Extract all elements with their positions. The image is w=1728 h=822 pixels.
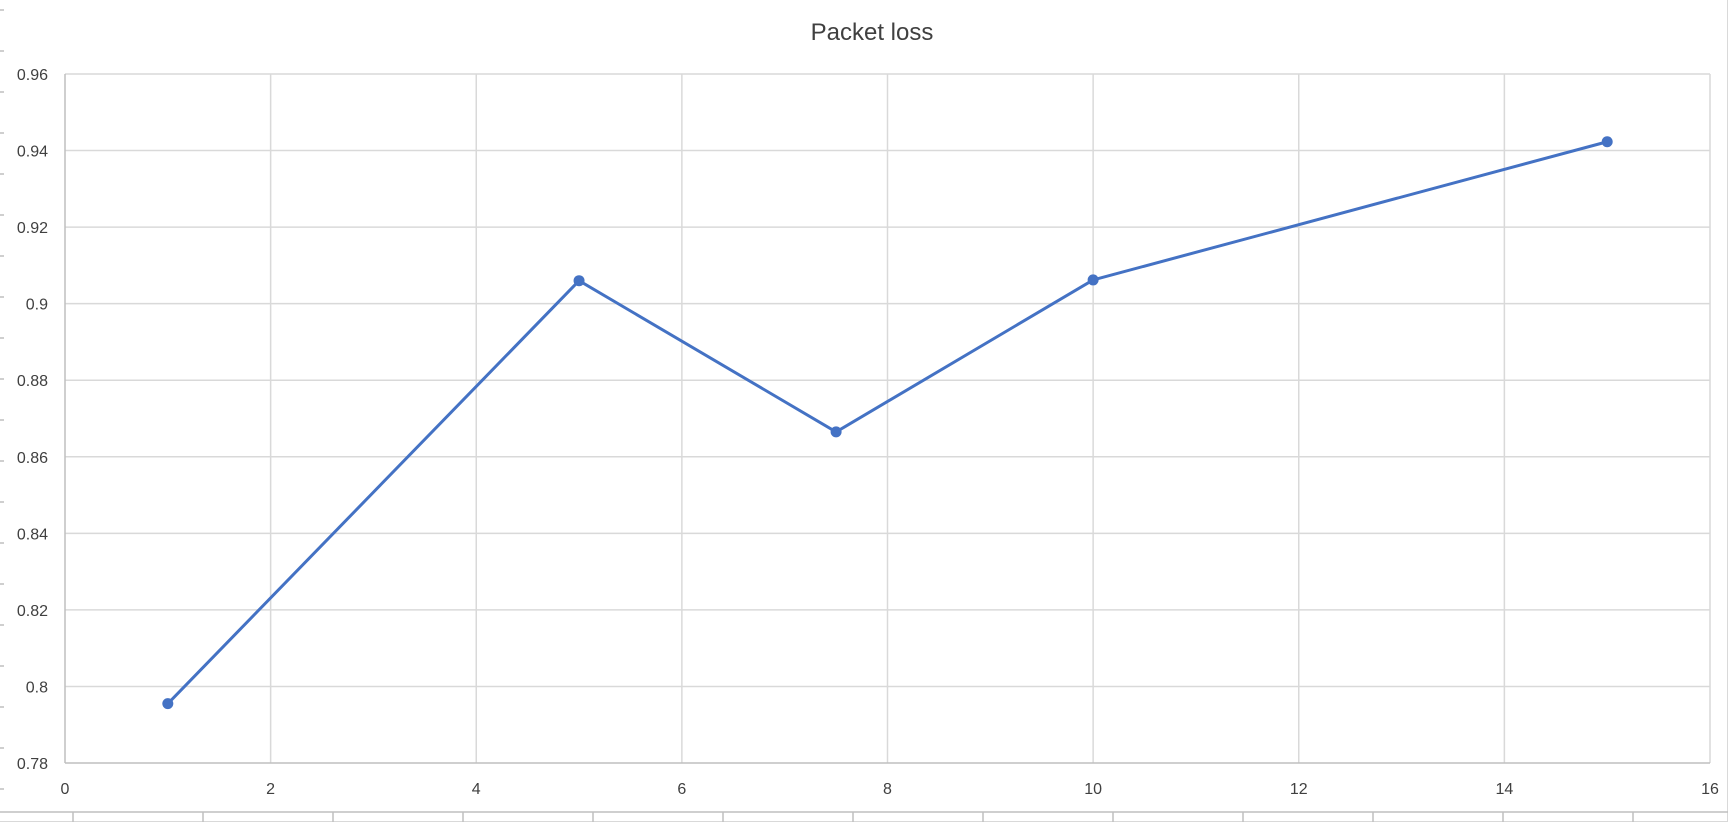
data-series xyxy=(162,136,1613,710)
chart-title: Packet loss xyxy=(811,19,934,46)
data-point xyxy=(1601,136,1613,148)
x-tick-label: 10 xyxy=(1084,781,1102,798)
y-tick-label: 0.78 xyxy=(17,756,48,773)
data-point xyxy=(162,698,174,710)
y-tick-label: 0.9 xyxy=(26,297,48,314)
x-tick-label: 16 xyxy=(1701,781,1719,798)
y-tick-label: 0.8 xyxy=(26,679,48,696)
data-point xyxy=(573,275,585,287)
y-axis-tick-labels: 0.78 0.8 0.82 0.84 0.86 0.88 0.9 0.92 0.94 0.96 xyxy=(17,67,48,773)
y-tick-label: 0.92 xyxy=(17,220,48,237)
data-point xyxy=(1087,274,1099,286)
sheet-column-ticks xyxy=(0,9,1728,822)
x-tick-label: 12 xyxy=(1290,781,1308,798)
x-tick-label: 8 xyxy=(883,781,892,798)
x-tick-label: 6 xyxy=(677,781,686,798)
y-tick-label: 0.96 xyxy=(17,67,48,84)
x-tick-label: 2 xyxy=(266,781,275,798)
x-tick-label: 4 xyxy=(472,781,481,798)
gridlines xyxy=(65,73,1711,763)
y-tick-label: 0.94 xyxy=(17,144,48,161)
x-tick-label: 0 xyxy=(61,781,70,798)
y-tick-label: 0.88 xyxy=(17,373,48,390)
axes xyxy=(64,74,1710,764)
y-tick-label: 0.84 xyxy=(17,526,48,543)
x-tick-label: 14 xyxy=(1495,781,1513,798)
x-axis-tick-labels: 0 2 4 6 8 10 12 14 16 xyxy=(61,781,1719,798)
data-point xyxy=(830,426,842,438)
y-tick-label: 0.82 xyxy=(17,603,48,620)
y-tick-label: 0.86 xyxy=(17,450,48,467)
